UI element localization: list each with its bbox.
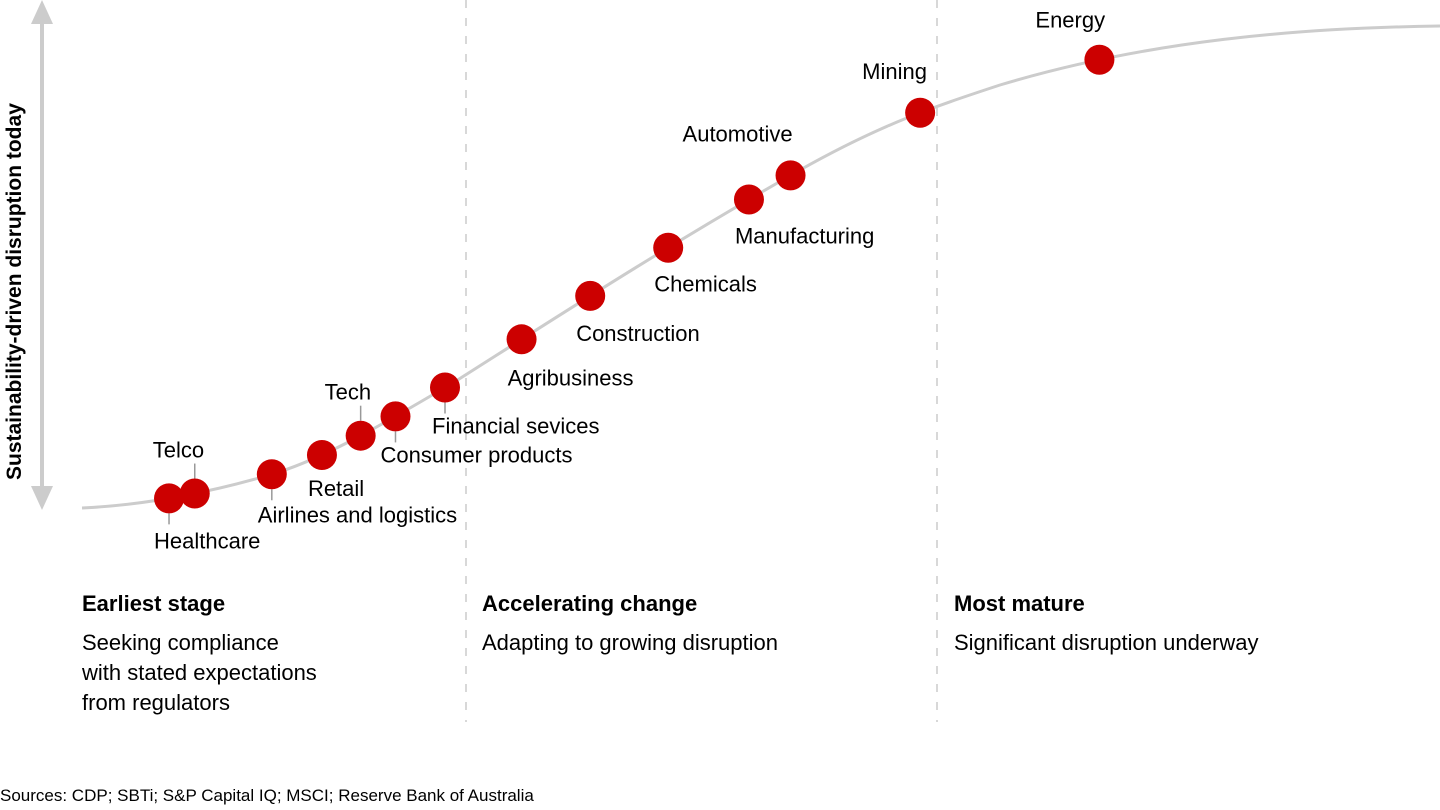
sector-label: Financial sevices <box>432 414 600 439</box>
sector-dot <box>775 160 806 191</box>
stage-earliest: Earliest stage Seeking compliance with s… <box>82 590 317 718</box>
sector-label: Mining <box>862 59 927 84</box>
y-axis-arrow <box>31 0 53 510</box>
sector-dot <box>179 478 210 509</box>
sector-label: Telco <box>153 438 204 463</box>
stage-description: Adapting to growing disruption <box>482 630 778 655</box>
sector-dot <box>506 324 537 355</box>
sector-label: Energy <box>1035 8 1105 33</box>
stage-most-mature: Most mature Significant disruption under… <box>954 590 1259 658</box>
arrow-up-icon <box>31 0 53 24</box>
sector-dot <box>653 232 684 263</box>
sector-dot <box>154 483 185 514</box>
sector-label: Agribusiness <box>508 365 634 390</box>
sector-label: Consumer products <box>380 442 572 467</box>
source-note: Sources: CDP; SBTi; S&P Capital IQ; MSCI… <box>0 786 534 805</box>
maturity-curve <box>81 24 1440 510</box>
sector-dot <box>430 372 461 403</box>
sector-dot <box>345 420 376 451</box>
sector-dot <box>380 401 411 432</box>
sector-label: Chemicals <box>654 272 757 297</box>
sector-label: Airlines and logistics <box>258 502 457 527</box>
stage-description: Seeking compliance with stated expectati… <box>82 630 317 715</box>
sector-label: Tech <box>325 380 371 405</box>
stage-title: Earliest stage <box>82 591 226 616</box>
sector-dot <box>733 184 764 215</box>
sector-label: Healthcare <box>154 528 260 553</box>
sector-dot <box>575 280 606 311</box>
sector-dot <box>1084 44 1115 75</box>
stage-title: Accelerating change <box>482 591 698 616</box>
stage-accelerating: Accelerating change Adapting to growing … <box>482 590 778 658</box>
stage-title: Most mature <box>954 591 1085 616</box>
sector-dot <box>905 97 936 128</box>
y-axis-title: Sustainability-driven disruption today <box>3 103 26 480</box>
sector-label: Automotive <box>683 121 793 146</box>
sector-label: Retail <box>308 476 364 501</box>
sector-dot <box>256 459 287 490</box>
sector-dot <box>306 439 337 470</box>
sector-label: Construction <box>576 321 700 346</box>
sector-label: Manufacturing <box>735 224 874 249</box>
arrow-down-icon <box>31 486 53 510</box>
stage-description: Significant disruption underway <box>954 630 1259 655</box>
